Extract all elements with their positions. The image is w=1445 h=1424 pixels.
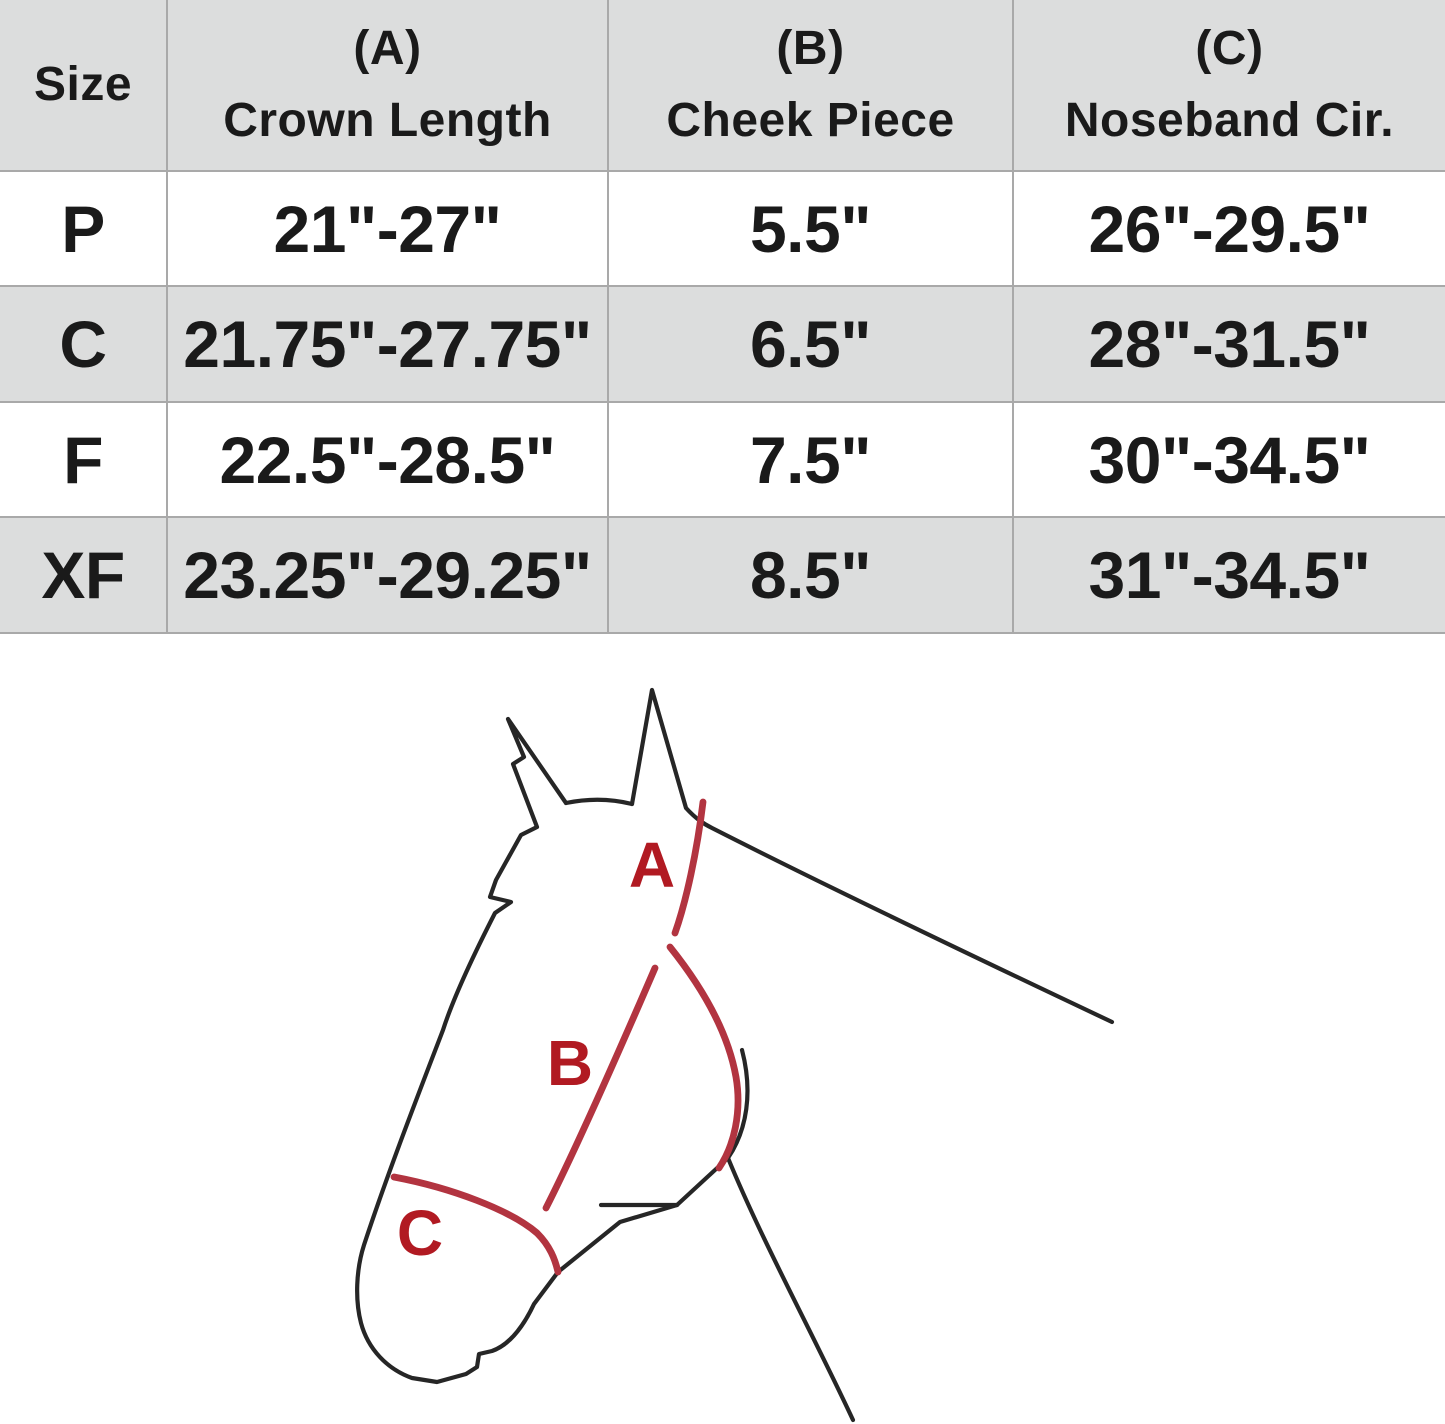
header-a-name: Crown Length [223, 94, 552, 147]
header-noseband-cir: (C) Noseband Cir. [1014, 0, 1445, 170]
row-c-crown: 21.75"-27.75" [168, 287, 607, 401]
row-c-noseband: 28"-31.5" [1014, 287, 1445, 401]
noseband-strap-c [390, 1173, 562, 1276]
row-p-noseband: 26"-29.5" [1014, 172, 1445, 285]
throat-strap [666, 943, 742, 1172]
header-b-tag: (B) [776, 22, 845, 75]
size-table: Size (A) Crown Length (B) Cheek Piece (C… [0, 0, 1445, 634]
horse-head-diagram: A B C [355, 687, 1115, 1423]
row-xf-crown: 23.25"-29.25" [168, 518, 607, 632]
label-a: A [629, 829, 675, 901]
header-size: Size [0, 0, 166, 170]
row-xf-cheek: 8.5" [609, 518, 1012, 632]
label-c: C [397, 1197, 443, 1269]
row-f-cheek: 7.5" [609, 403, 1012, 516]
header-b-name: Cheek Piece [666, 94, 955, 147]
row-xf-noseband: 31"-34.5" [1014, 518, 1445, 632]
header-c-tag: (C) [1195, 22, 1264, 75]
label-b: B [547, 1027, 593, 1099]
header-a-tag: (A) [353, 22, 422, 75]
row-xf-size: XF [0, 518, 166, 632]
row-p-size: P [0, 172, 166, 285]
row-c-cheek: 6.5" [609, 287, 1012, 401]
row-f-crown: 22.5"-28.5" [168, 403, 607, 516]
header-size-label: Size [33, 58, 133, 111]
horse-outline-neck [725, 1155, 856, 1423]
row-c-size: C [0, 287, 166, 401]
horse-outline-face-muzzle [355, 716, 680, 1385]
header-crown-length: (A) Crown Length [168, 0, 607, 170]
row-f-noseband: 30"-34.5" [1014, 403, 1445, 516]
header-c-name: Noseband Cir. [1064, 94, 1395, 147]
horse-outline-ear-and-mane [629, 687, 1115, 1025]
header-cheek-piece: (B) Cheek Piece [609, 0, 1012, 170]
row-p-crown: 21"-27" [168, 172, 607, 285]
row-f-size: F [0, 403, 166, 516]
cheek-strap-b [542, 964, 659, 1212]
row-p-cheek: 5.5" [609, 172, 1012, 285]
horse-outline-poll [563, 797, 635, 807]
crown-strap-a [671, 798, 707, 937]
